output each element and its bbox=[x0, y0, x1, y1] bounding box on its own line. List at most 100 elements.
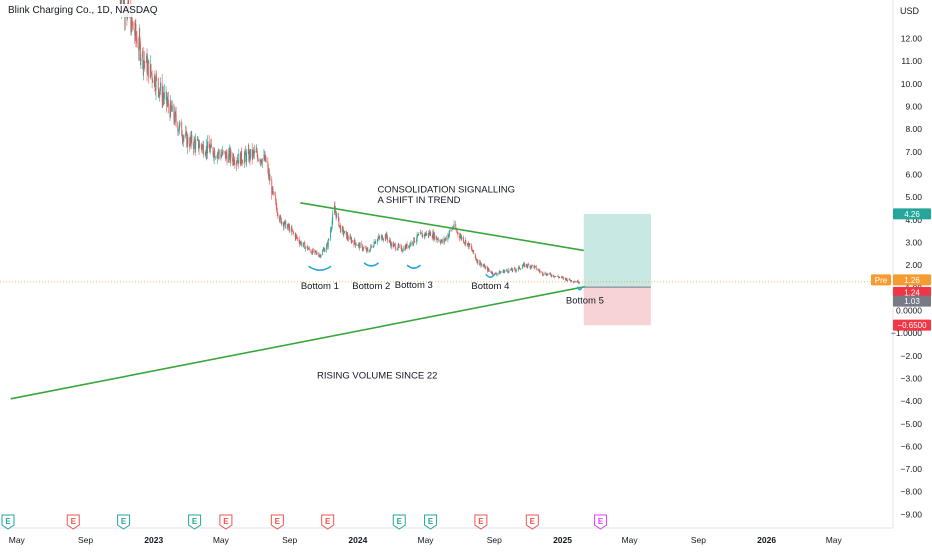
candle bbox=[392, 241, 394, 249]
earnings-marker[interactable]: E bbox=[525, 514, 539, 530]
candle bbox=[132, 20, 133, 26]
candle bbox=[393, 243, 395, 247]
candle bbox=[272, 186, 274, 196]
earnings-marker[interactable]: E bbox=[270, 514, 284, 530]
earnings-marker-label: E bbox=[223, 517, 229, 526]
candle-body bbox=[378, 236, 380, 239]
candle bbox=[483, 263, 485, 268]
candle-body bbox=[557, 275, 559, 277]
candle bbox=[475, 256, 477, 261]
candle-body bbox=[530, 266, 532, 268]
candle-body bbox=[449, 230, 451, 232]
candle-body bbox=[569, 278, 571, 281]
candle-body bbox=[390, 242, 392, 247]
candle-body bbox=[320, 254, 322, 257]
candle bbox=[347, 231, 349, 241]
candle bbox=[384, 233, 386, 241]
candle bbox=[513, 266, 515, 270]
candle bbox=[440, 240, 442, 246]
candle-body bbox=[194, 139, 196, 142]
earnings-marker[interactable]: E bbox=[1, 514, 15, 530]
candle-body bbox=[237, 159, 239, 162]
candle bbox=[499, 270, 501, 274]
candle bbox=[379, 234, 381, 240]
earnings-marker[interactable]: E bbox=[219, 514, 233, 530]
candle bbox=[367, 247, 369, 254]
candle bbox=[316, 250, 317, 256]
candle bbox=[434, 231, 435, 241]
candle-body bbox=[369, 248, 371, 252]
candle bbox=[299, 240, 301, 246]
candle bbox=[383, 238, 385, 243]
candle-body bbox=[502, 271, 504, 273]
candle-body bbox=[338, 225, 340, 227]
loss-zone bbox=[583, 287, 651, 326]
candle-body bbox=[151, 73, 153, 80]
candle-body bbox=[311, 252, 313, 255]
y-tick-label: 5.00 bbox=[905, 192, 922, 202]
earnings-marker[interactable]: E bbox=[474, 514, 488, 530]
candle-body bbox=[537, 269, 539, 271]
candle-body bbox=[534, 266, 536, 267]
candle bbox=[390, 240, 392, 248]
candle bbox=[522, 264, 524, 267]
candle-body bbox=[546, 273, 548, 275]
earnings-marker[interactable]: E bbox=[66, 514, 80, 530]
candle-body bbox=[483, 265, 485, 267]
candle-body bbox=[522, 265, 524, 267]
candle-body bbox=[545, 274, 547, 276]
candle bbox=[355, 242, 357, 246]
candle bbox=[401, 244, 402, 252]
candle-body bbox=[506, 269, 508, 271]
candle-body bbox=[569, 280, 571, 282]
candle-body bbox=[311, 252, 312, 254]
candle bbox=[524, 261, 525, 268]
candle-body bbox=[397, 244, 399, 249]
candle-body bbox=[534, 266, 536, 268]
candle-body bbox=[351, 240, 353, 243]
candle bbox=[160, 77, 161, 95]
candle bbox=[541, 272, 543, 277]
y-tick-label: 10.00 bbox=[901, 79, 923, 89]
candle-body bbox=[199, 143, 201, 148]
candle bbox=[233, 159, 235, 165]
candle-body bbox=[366, 248, 368, 251]
earnings-marker[interactable]: E bbox=[188, 514, 202, 530]
candle-body bbox=[420, 232, 422, 234]
candle bbox=[366, 247, 368, 251]
candle bbox=[177, 121, 179, 136]
candle-body bbox=[445, 237, 447, 240]
candle-body bbox=[314, 250, 316, 253]
earnings-marker[interactable]: E bbox=[424, 514, 438, 530]
candle bbox=[327, 240, 329, 250]
currency-label[interactable]: USD bbox=[900, 6, 920, 16]
candle bbox=[369, 249, 371, 253]
earnings-marker[interactable]: E bbox=[392, 514, 406, 530]
earnings-marker[interactable]: E bbox=[594, 514, 608, 530]
candle-body bbox=[457, 232, 459, 235]
candle-body bbox=[276, 211, 278, 214]
earnings-marker-shape bbox=[321, 514, 335, 530]
candle-body bbox=[275, 195, 277, 201]
candle-body bbox=[260, 159, 262, 162]
candle bbox=[293, 231, 295, 234]
candle bbox=[143, 51, 145, 69]
candle bbox=[331, 226, 333, 233]
candle bbox=[534, 264, 536, 270]
earnings-marker[interactable]: E bbox=[117, 514, 131, 530]
x-tick-label: Sep bbox=[691, 535, 706, 545]
candle-body bbox=[506, 269, 508, 271]
candle bbox=[264, 151, 266, 162]
candle bbox=[577, 279, 579, 284]
candle-body bbox=[406, 243, 408, 248]
candle bbox=[531, 264, 533, 270]
earnings-marker[interactable]: E bbox=[321, 514, 335, 530]
candle-body bbox=[240, 151, 242, 165]
candle bbox=[163, 84, 165, 104]
candle-body bbox=[323, 249, 325, 250]
candle bbox=[542, 274, 544, 276]
candle bbox=[201, 144, 203, 154]
candle bbox=[226, 149, 227, 160]
